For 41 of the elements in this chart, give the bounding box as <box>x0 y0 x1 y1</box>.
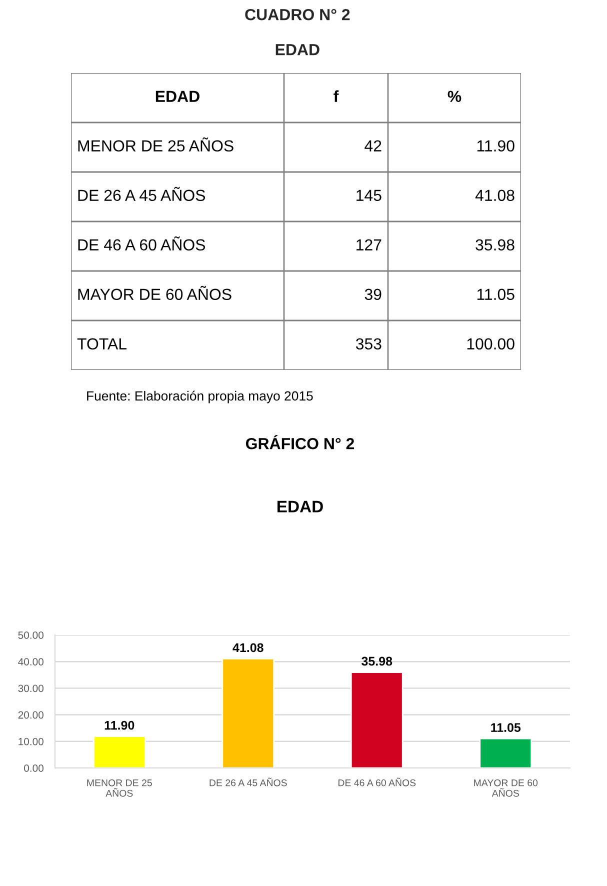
data-label: 127 <box>356 239 382 250</box>
x-tick-label: DE 26 A 45 AÑOS <box>210 778 287 786</box>
data-label: 42 <box>364 140 382 152</box>
y-tick-label: 10.00 <box>18 738 44 746</box>
y-tick-label: 20.00 <box>18 711 44 719</box>
data-label: 39 <box>364 288 382 300</box>
category-label: MAYOR DE 60 AÑOS <box>78 286 232 300</box>
y-tick-label: 50.00 <box>18 632 44 639</box>
text: f <box>334 90 339 102</box>
source-note: Fuente: Elaboración propia mayo 2015 <box>87 390 313 404</box>
category-label: TOTAL <box>77 338 126 350</box>
bar <box>350 672 404 768</box>
data-label: 35.98 <box>476 239 514 251</box>
bar <box>92 736 146 768</box>
category-label: DE 26 A 45 AÑOS <box>78 186 206 202</box>
bar <box>479 738 532 768</box>
data-label: 145 <box>356 190 382 202</box>
data-label: 11.90 <box>477 140 514 152</box>
x-tick-label: MAYOR DE 60 AÑOS <box>474 779 538 797</box>
text: CUADRO N° 2 <box>245 8 350 20</box>
y-tick-label: 0.00 <box>24 764 44 772</box>
bar <box>222 658 275 768</box>
data-label: 100.00 <box>467 338 514 350</box>
data-label: 35.98 <box>362 656 392 666</box>
data-label: 353 <box>356 338 382 350</box>
chart-title: EDAD <box>278 500 323 512</box>
data-label: 41.08 <box>232 643 264 652</box>
x-tick-label: MENOR DE 25 AÑOS <box>87 779 152 797</box>
data-label: 41.08 <box>475 190 514 202</box>
text: GRÁFICO N° 2 <box>246 434 354 450</box>
text: EDAD <box>156 90 200 102</box>
data-label: 11.05 <box>477 288 514 300</box>
text: % <box>448 90 462 102</box>
category-label: DE 46 A 60 AÑOS <box>78 236 206 251</box>
y-tick-label: 30.00 <box>18 684 44 692</box>
data-label: 11.05 <box>491 723 521 732</box>
category-label: MENOR DE 25 AÑOS <box>78 137 234 152</box>
y-tick-label: 40.00 <box>18 658 44 666</box>
x-tick-label: DE 46 A 60 AÑOS <box>338 778 416 786</box>
data-label: 11.90 <box>104 720 134 730</box>
text: EDAD <box>276 44 320 56</box>
